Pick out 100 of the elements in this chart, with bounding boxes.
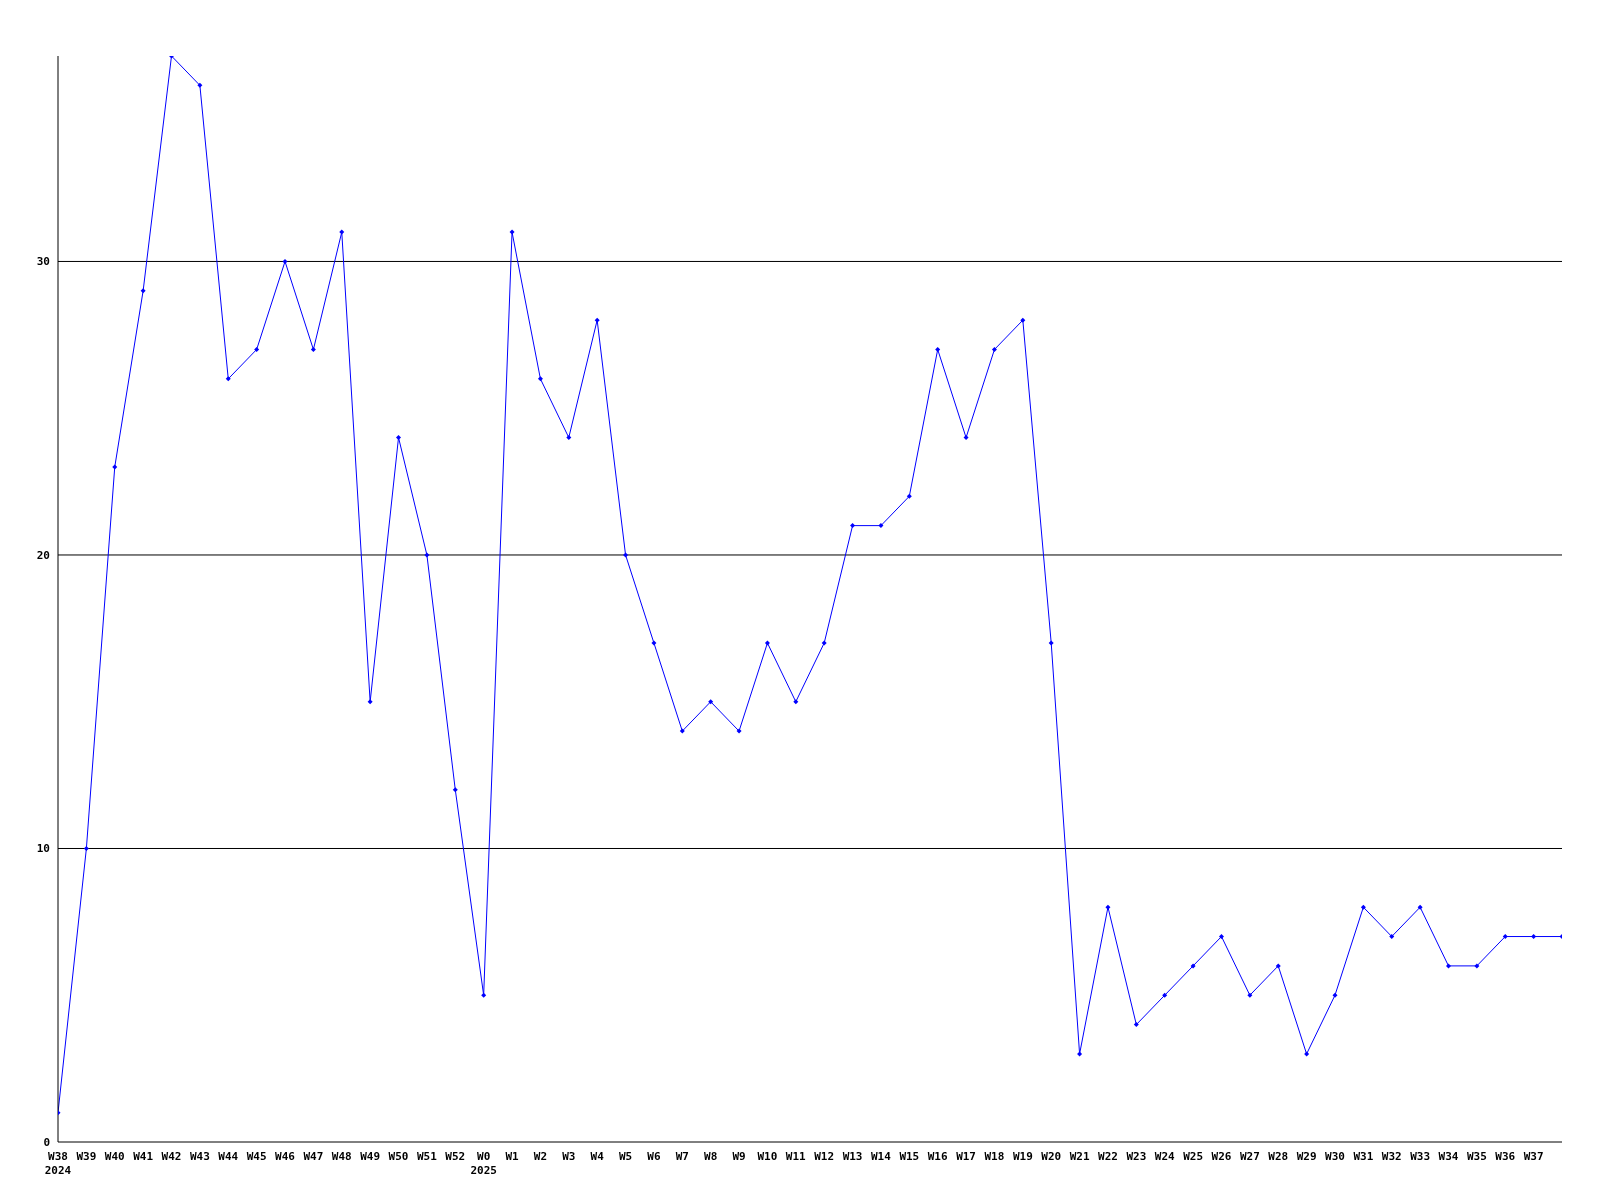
x-tick-label: W45 — [246, 1150, 267, 1163]
y-tick-label: 0 — [43, 1135, 50, 1149]
y-tick-label: 30 — [36, 255, 50, 269]
x-tick-label: W36 — [1495, 1150, 1516, 1163]
point — [1531, 934, 1537, 940]
x-tick-label: W30 — [1325, 1150, 1345, 1163]
point — [509, 229, 515, 235]
point — [83, 845, 89, 851]
point — [424, 552, 430, 558]
x-tick-label: W28 — [1268, 1150, 1289, 1163]
point — [112, 464, 118, 470]
x-tick-label: W14 — [871, 1150, 892, 1163]
point — [1077, 1051, 1083, 1057]
point — [991, 347, 997, 353]
x-tick-label: W8 — [704, 1150, 718, 1163]
x-tick-label: W13 — [842, 1150, 863, 1163]
point — [793, 699, 799, 705]
x-tick-label: W12 — [814, 1150, 835, 1163]
x-tick-label: W16 — [927, 1150, 949, 1163]
point — [1474, 963, 1480, 969]
x-tick-label: W4 — [590, 1150, 605, 1163]
point — [1332, 992, 1338, 998]
x-tick-label: W3 — [562, 1150, 576, 1163]
x-tick-label: W47 — [303, 1150, 324, 1163]
point — [594, 317, 600, 323]
x-tick-label: W10 — [757, 1150, 778, 1163]
x-tick-label: W39 — [76, 1150, 97, 1163]
point — [963, 435, 969, 441]
x-tick-label: W50 — [388, 1150, 409, 1163]
x-tick-label: W24 — [1154, 1150, 1176, 1163]
point — [225, 376, 231, 382]
y-tick-label: 10 — [36, 842, 50, 856]
x-tick-label: W2 — [533, 1150, 548, 1163]
x-tick-label: W35 — [1466, 1150, 1487, 1163]
point — [396, 435, 402, 441]
point — [651, 640, 657, 646]
point — [1275, 963, 1281, 969]
x-tick-label: W21 — [1069, 1150, 1090, 1163]
x-tick-label: W25 — [1183, 1150, 1204, 1163]
point — [1162, 992, 1168, 998]
point — [481, 992, 487, 998]
point — [623, 552, 629, 558]
point — [679, 728, 685, 734]
point — [566, 435, 572, 441]
point — [367, 699, 373, 705]
x-tick-label: W0 2025 — [470, 1150, 497, 1177]
point — [1020, 317, 1026, 323]
point — [310, 347, 316, 353]
point — [1417, 904, 1423, 910]
point — [1190, 963, 1196, 969]
x-tick-label: W29 — [1296, 1150, 1317, 1163]
point — [821, 640, 827, 646]
x-tick-label: W37 — [1523, 1150, 1544, 1163]
point — [1247, 992, 1253, 998]
point — [764, 640, 770, 646]
point — [1502, 934, 1508, 940]
x-tick-label: W18 — [984, 1150, 1005, 1163]
x-tick-label: W38 2024 — [44, 1150, 72, 1177]
point — [736, 728, 742, 734]
point — [935, 347, 941, 353]
x-tick-label: W46 — [275, 1150, 296, 1163]
x-tick-label: W22 — [1098, 1150, 1118, 1163]
point — [537, 376, 543, 382]
x-tick-label: W33 — [1410, 1150, 1431, 1163]
point — [1304, 1051, 1310, 1057]
x-tick-label: W48 — [331, 1150, 352, 1163]
point — [1389, 934, 1395, 940]
x-tick-label: W19 — [1012, 1150, 1033, 1163]
point — [339, 229, 345, 235]
point — [1360, 904, 1366, 910]
x-tick-label: W1 — [505, 1150, 520, 1163]
point — [1133, 1022, 1139, 1028]
point — [878, 523, 884, 529]
x-tick-label: W34 — [1438, 1150, 1459, 1163]
x-tick-label: W5 — [618, 1150, 633, 1163]
x-tick-label: W40 — [104, 1150, 125, 1163]
point — [140, 288, 146, 294]
point — [197, 82, 203, 88]
y-tick-label: 20 — [36, 548, 50, 562]
point — [254, 347, 260, 353]
x-tick-label: W31 — [1353, 1150, 1374, 1163]
x-tick-label: W43 — [189, 1150, 210, 1163]
x-tick-label: W44 — [218, 1150, 239, 1163]
x-tick-label: W17 — [956, 1150, 977, 1163]
x-tick-label: W49 — [360, 1150, 381, 1163]
x-tick-label: W32 — [1381, 1150, 1402, 1163]
point — [1445, 963, 1451, 969]
point — [850, 523, 856, 529]
x-tick-label: W15 — [899, 1150, 920, 1163]
point — [906, 493, 912, 499]
x-tick-label: W42 — [161, 1150, 182, 1163]
point — [1218, 934, 1224, 940]
x-tick-label: W6 — [647, 1150, 661, 1163]
point — [282, 258, 288, 264]
x-tick-label: W26 — [1211, 1150, 1232, 1163]
x-tick-label: W7 — [675, 1150, 689, 1163]
x-tick-label: W41 — [133, 1150, 154, 1163]
x-tick-label: W51 — [416, 1150, 438, 1163]
x-tick-label: W11 — [785, 1150, 807, 1163]
point — [1105, 904, 1111, 910]
